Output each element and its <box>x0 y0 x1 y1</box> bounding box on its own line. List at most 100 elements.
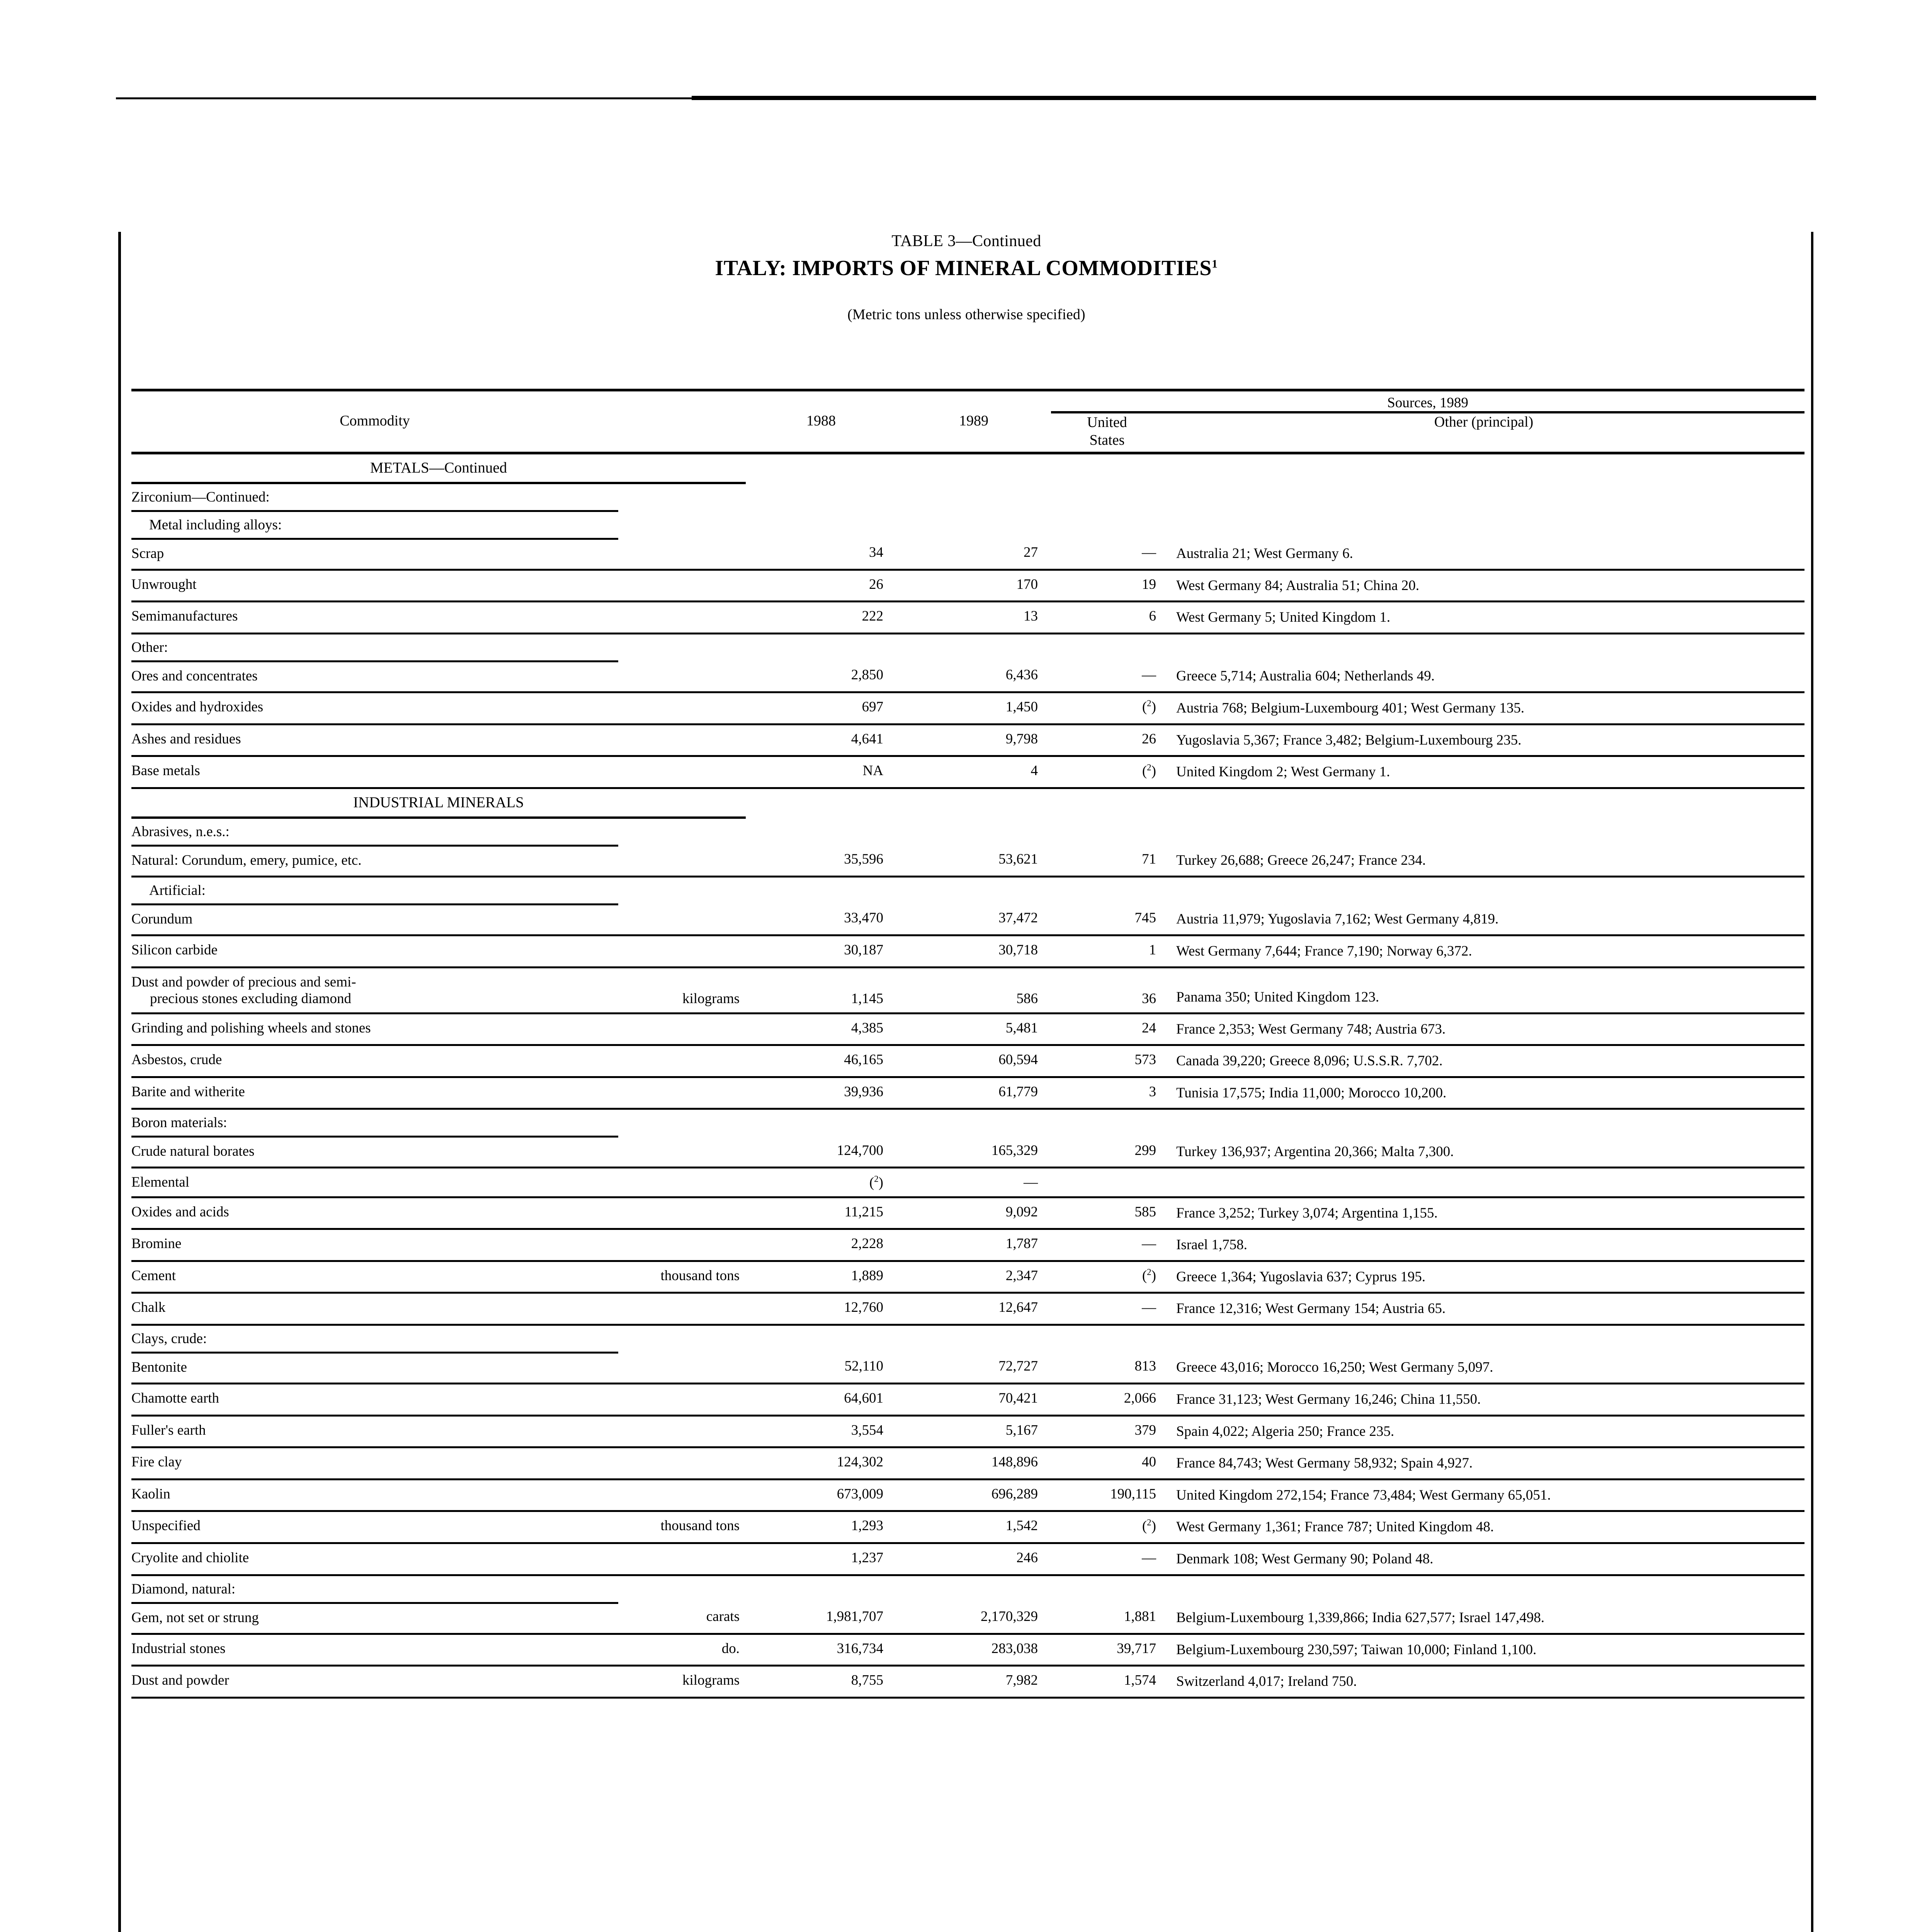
imports-table-wrapper: Sources, 1989 Commodity 1988 1989 United… <box>131 389 1804 1699</box>
row-other-line2: 135. <box>1499 700 1525 716</box>
row-1989: 13 <box>896 601 1051 634</box>
row-us: 71 <box>1051 845 1163 878</box>
group-label-diamond: Diamond, natural: <box>131 1581 236 1597</box>
row-unit <box>618 1543 746 1576</box>
table-row: Elemental (2) — <box>131 1167 1804 1198</box>
row-other: Greece 5,714; Australia 604; Netherlands… <box>1163 661 1804 694</box>
row-other-line1: United Kingdom 272,154; France 73,484; W… <box>1176 1487 1505 1503</box>
row-us: 2,066 <box>1051 1383 1163 1417</box>
row-1989: 246 <box>896 1543 1051 1576</box>
row-commodity: Bentonite <box>131 1352 618 1385</box>
row-1989: 7,982 <box>896 1665 1051 1699</box>
row-other: Yugoslavia 5,367; France 3,482; Belgium-… <box>1163 724 1804 757</box>
table-row: Gem, not set or strung carats 1,981,707 … <box>131 1603 1804 1635</box>
row-1988: 124,700 <box>746 1136 896 1169</box>
row-commodity: Corundum <box>131 904 618 936</box>
row-other-line2: 1,100. <box>1500 1641 1537 1658</box>
row-1988: 1,889 <box>746 1261 896 1294</box>
group-label-metal-alloys: Metal including alloys: <box>149 517 282 533</box>
row-unit: kilograms <box>618 1665 746 1699</box>
row-other-line2: 65,051. <box>1508 1487 1551 1503</box>
row-1988: 1,237 <box>746 1543 896 1576</box>
table-row: Kaolin 673,009 696,289 190,115 United Ki… <box>131 1479 1804 1512</box>
row-1988: 222 <box>746 601 896 634</box>
row-other-line1: Austria 768; Belgium-Luxembourg 401; Wes… <box>1176 700 1496 716</box>
page-top-rule-thick <box>692 96 1816 100</box>
row-1989: 53,621 <box>896 845 1051 878</box>
table-row: Industrial stones do. 316,734 283,038 39… <box>131 1634 1804 1667</box>
table-row: Unspecified thousand tons 1,293 1,542 (2… <box>131 1511 1804 1544</box>
table-row: Asbestos, crude 46,165 60,594 573 Canada… <box>131 1045 1804 1078</box>
group-metal-including-alloys: Metal including alloys: <box>131 511 1804 540</box>
row-commodity: Semimanufactures <box>131 601 618 634</box>
table-frame-left <box>118 232 121 1932</box>
row-other: West Germany 84; Australia 51; China 20. <box>1163 570 1804 603</box>
row-commodity: Cement <box>131 1261 618 1294</box>
row-other <box>1163 1167 1804 1198</box>
row-unit <box>618 724 746 757</box>
row-1989: 5,167 <box>896 1415 1051 1449</box>
row-us <box>1051 1167 1163 1198</box>
row-unit <box>618 1229 746 1262</box>
table-header-sources-row: Sources, 1989 <box>131 395 1804 413</box>
row-us: (2) <box>1051 756 1163 789</box>
table-row: Chamotte earth 64,601 70,421 2,066 Franc… <box>131 1383 1804 1417</box>
row-us: 1,881 <box>1051 1603 1163 1635</box>
row-us: — <box>1051 539 1163 571</box>
row-commodity: Gem, not set or strung <box>131 1603 618 1635</box>
row-other: West Germany 7,644; France 7,190; Norway… <box>1163 935 1804 968</box>
table-row: Fuller's earth 3,554 5,167 379 Spain 4,0… <box>131 1415 1804 1449</box>
table-row: Bentonite 52,110 72,727 813 Greece 43,01… <box>131 1352 1804 1385</box>
row-us: 190,115 <box>1051 1479 1163 1512</box>
row-1989: 148,896 <box>896 1447 1051 1480</box>
table-row: Semimanufactures 222 13 6 West Germany 5… <box>131 601 1804 634</box>
row-unit <box>618 845 746 878</box>
row-1988: 3,554 <box>746 1415 896 1449</box>
row-1989: 6,436 <box>896 661 1051 694</box>
row-unit <box>618 539 746 571</box>
row-other: France 31,123; West Germany 16,246; Chin… <box>1163 1383 1804 1417</box>
row-us: 40 <box>1051 1447 1163 1480</box>
group-diamond-natural: Diamond, natural: <box>131 1575 1804 1604</box>
group-zirconium: Zirconium—Continued: <box>131 483 1804 512</box>
group-clays-crude: Clays, crude: <box>131 1325 1804 1354</box>
row-1988: 2,850 <box>746 661 896 694</box>
row-other: Panama 350; United Kingdom 123. <box>1163 967 1804 1014</box>
table-row: Ashes and residues 4,641 9,798 26 Yugosl… <box>131 724 1804 757</box>
row-other-line1: Belgium-Luxembourg 230,597; Taiwan 10,00… <box>1176 1641 1497 1658</box>
row-other: West Germany 1,361; France 787; United K… <box>1163 1511 1804 1544</box>
row-other: Turkey 136,937; Argentina 20,366; Malta … <box>1163 1136 1804 1169</box>
row-commodity: Elemental <box>131 1167 618 1198</box>
table-title-text: ITALY: IMPORTS OF MINERAL COMMODITIES <box>715 256 1212 280</box>
row-us: 36 <box>1051 967 1163 1014</box>
row-1989: 70,421 <box>896 1383 1051 1417</box>
row-other-line2: 147,498. <box>1494 1610 1544 1626</box>
group-boron-materials: Boron materials: <box>131 1109 1804 1138</box>
row-other: Greece 1,364; Yugoslavia 637; Cyprus 195… <box>1163 1261 1804 1294</box>
row-unit <box>618 1077 746 1110</box>
table-row: Grinding and polishing wheels and stones… <box>131 1013 1804 1046</box>
row-unit <box>618 1352 746 1385</box>
row-unit <box>618 1197 746 1230</box>
row-commodity-line1: Dust and powder of precious and semi- <box>131 974 356 990</box>
row-1989: 12,647 <box>896 1293 1051 1326</box>
row-us: — <box>1051 1543 1163 1576</box>
row-commodity: Natural: Corundum, emery, pumice, etc. <box>131 845 618 878</box>
row-unit <box>618 570 746 603</box>
row-1989: 696,289 <box>896 1479 1051 1512</box>
header-commodity: Commodity <box>340 413 410 429</box>
table-row: Fire clay 124,302 148,896 40 France 84,7… <box>131 1447 1804 1480</box>
row-other: France 3,252; Turkey 3,074; Argentina 1,… <box>1163 1197 1804 1230</box>
table-row: Unwrought 26 170 19 West Germany 84; Aus… <box>131 570 1804 603</box>
row-commodity: Crude natural borates <box>131 1136 618 1169</box>
row-1989: 1,450 <box>896 692 1051 725</box>
group-label-abrasives: Abrasives, n.e.s.: <box>131 823 230 840</box>
row-1988: 673,009 <box>746 1479 896 1512</box>
row-1988: 4,641 <box>746 724 896 757</box>
row-other: United Kingdom 2; West Germany 1. <box>1163 756 1804 789</box>
row-1988: 1,981,707 <box>746 1603 896 1635</box>
row-1989: 27 <box>896 539 1051 571</box>
section-label-industrial-minerals: INDUSTRIAL MINERALS <box>353 794 524 811</box>
row-us: 745 <box>1051 904 1163 936</box>
row-other: Austria 768; Belgium-Luxembourg 401; Wes… <box>1163 692 1804 725</box>
